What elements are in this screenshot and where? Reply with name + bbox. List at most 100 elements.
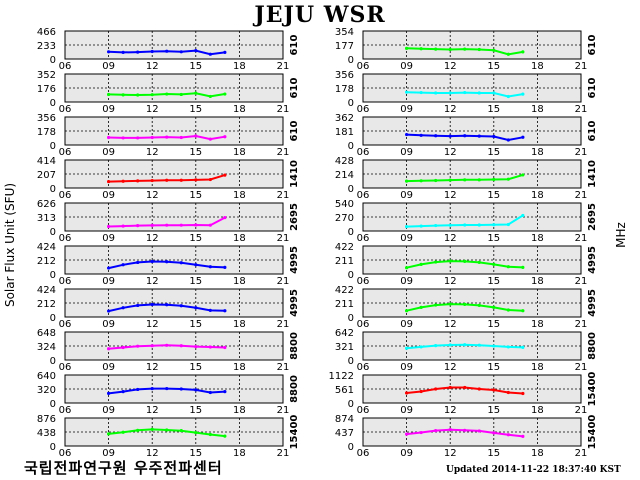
data-point — [492, 431, 496, 435]
data-point — [521, 92, 525, 96]
data-point — [492, 305, 496, 309]
frequency-label: 4995 — [289, 246, 300, 274]
x-tick-label: 09 — [102, 104, 115, 115]
x-tick-label: 18 — [233, 104, 246, 115]
data-point — [419, 179, 423, 183]
y-tick-label: 0 — [348, 184, 354, 195]
x-tick-label: 21 — [575, 405, 588, 416]
data-point — [194, 430, 198, 435]
data-point — [448, 385, 452, 390]
x-tick-label: 06 — [59, 190, 72, 201]
y-tick-label: 320 — [37, 385, 56, 396]
y-tick-label: 414 — [37, 156, 56, 167]
data-point — [419, 345, 423, 349]
x-tick-label: 06 — [59, 61, 72, 72]
x-tick-label: 09 — [102, 233, 115, 244]
x-tick-label: 06 — [357, 104, 370, 115]
data-point — [405, 46, 409, 50]
data-point — [223, 135, 227, 139]
data-point — [434, 134, 438, 138]
data-point — [405, 266, 409, 270]
x-tick-label: 12 — [146, 104, 159, 115]
data-point — [506, 345, 510, 349]
y-tick-label: 324 — [37, 342, 56, 353]
x-tick-label: 06 — [357, 233, 370, 244]
x-tick-label: 12 — [444, 448, 457, 459]
x-tick-label: 09 — [102, 276, 115, 287]
y-tick-label: 422 — [335, 242, 354, 253]
x-tick-label: 21 — [575, 276, 588, 287]
x-tick-label: 06 — [357, 362, 370, 373]
data-point — [506, 94, 510, 99]
x-tick-label: 09 — [400, 319, 413, 330]
data-point — [107, 179, 111, 184]
x-tick-label: 15 — [189, 319, 202, 330]
x-tick-label: 09 — [400, 147, 413, 158]
y-tick-label: 352 — [37, 70, 56, 81]
data-point — [107, 432, 111, 436]
data-point — [194, 134, 198, 138]
data-point — [150, 386, 154, 391]
x-tick-label: 21 — [277, 104, 290, 115]
y-tick-label: 362 — [335, 113, 354, 124]
y-tick-label: 181 — [335, 127, 354, 138]
mhz-label: MHz — [614, 222, 628, 248]
y-tick-label: 540 — [335, 199, 354, 210]
data-point — [521, 135, 525, 139]
x-tick-label: 06 — [357, 448, 370, 459]
x-tick-label: 15 — [189, 448, 202, 459]
data-point — [121, 390, 125, 394]
x-tick-label: 12 — [146, 362, 159, 373]
data-point — [208, 223, 212, 227]
frequency-label: 1410 — [289, 160, 300, 188]
y-tick-label: 0 — [348, 141, 354, 152]
x-tick-label: 21 — [277, 319, 290, 330]
y-tick-label: 178 — [335, 84, 354, 95]
data-point — [419, 47, 423, 51]
data-point — [492, 388, 496, 392]
data-point — [477, 178, 481, 182]
x-tick-label: 21 — [575, 147, 588, 158]
data-point — [165, 428, 169, 432]
data-point — [448, 47, 452, 52]
x-tick-label: 09 — [400, 104, 413, 115]
data-point — [506, 390, 510, 395]
data-point — [434, 91, 438, 95]
x-tick-label: 15 — [487, 276, 500, 287]
x-tick-label: 15 — [189, 190, 202, 201]
x-tick-label: 18 — [531, 190, 544, 201]
y-tick-label: 438 — [37, 428, 56, 439]
y-tick-label: 626 — [37, 199, 56, 210]
y-tick-label: 0 — [348, 399, 354, 410]
data-point — [121, 136, 125, 140]
x-tick-label: 09 — [400, 190, 413, 201]
y-tick-label: 0 — [348, 270, 354, 281]
data-point — [448, 259, 452, 263]
x-tick-label: 06 — [59, 276, 72, 287]
frequency-label: 4995 — [289, 289, 300, 317]
y-tick-label: 356 — [37, 113, 56, 124]
y-tick-label: 0 — [348, 55, 354, 66]
x-tick-label: 15 — [189, 276, 202, 287]
frequency-label: 2695 — [587, 203, 598, 231]
x-tick-label: 06 — [357, 147, 370, 158]
x-tick-label: 18 — [531, 104, 544, 115]
x-tick-label: 21 — [277, 233, 290, 244]
y-tick-label: 561 — [335, 385, 354, 396]
data-point — [521, 345, 525, 349]
data-point — [107, 309, 111, 313]
data-point — [419, 262, 423, 266]
x-tick-label: 18 — [233, 233, 246, 244]
x-tick-label: 18 — [531, 319, 544, 330]
x-tick-label: 18 — [531, 233, 544, 244]
data-point — [136, 387, 140, 392]
data-point — [477, 343, 481, 347]
y-tick-label: 0 — [50, 141, 56, 152]
x-tick-label: 12 — [444, 104, 457, 115]
x-tick-label: 12 — [444, 61, 457, 72]
x-tick-label: 21 — [277, 362, 290, 373]
y-tick-label: 354 — [335, 27, 354, 38]
x-tick-label: 15 — [189, 233, 202, 244]
data-point — [165, 135, 169, 139]
